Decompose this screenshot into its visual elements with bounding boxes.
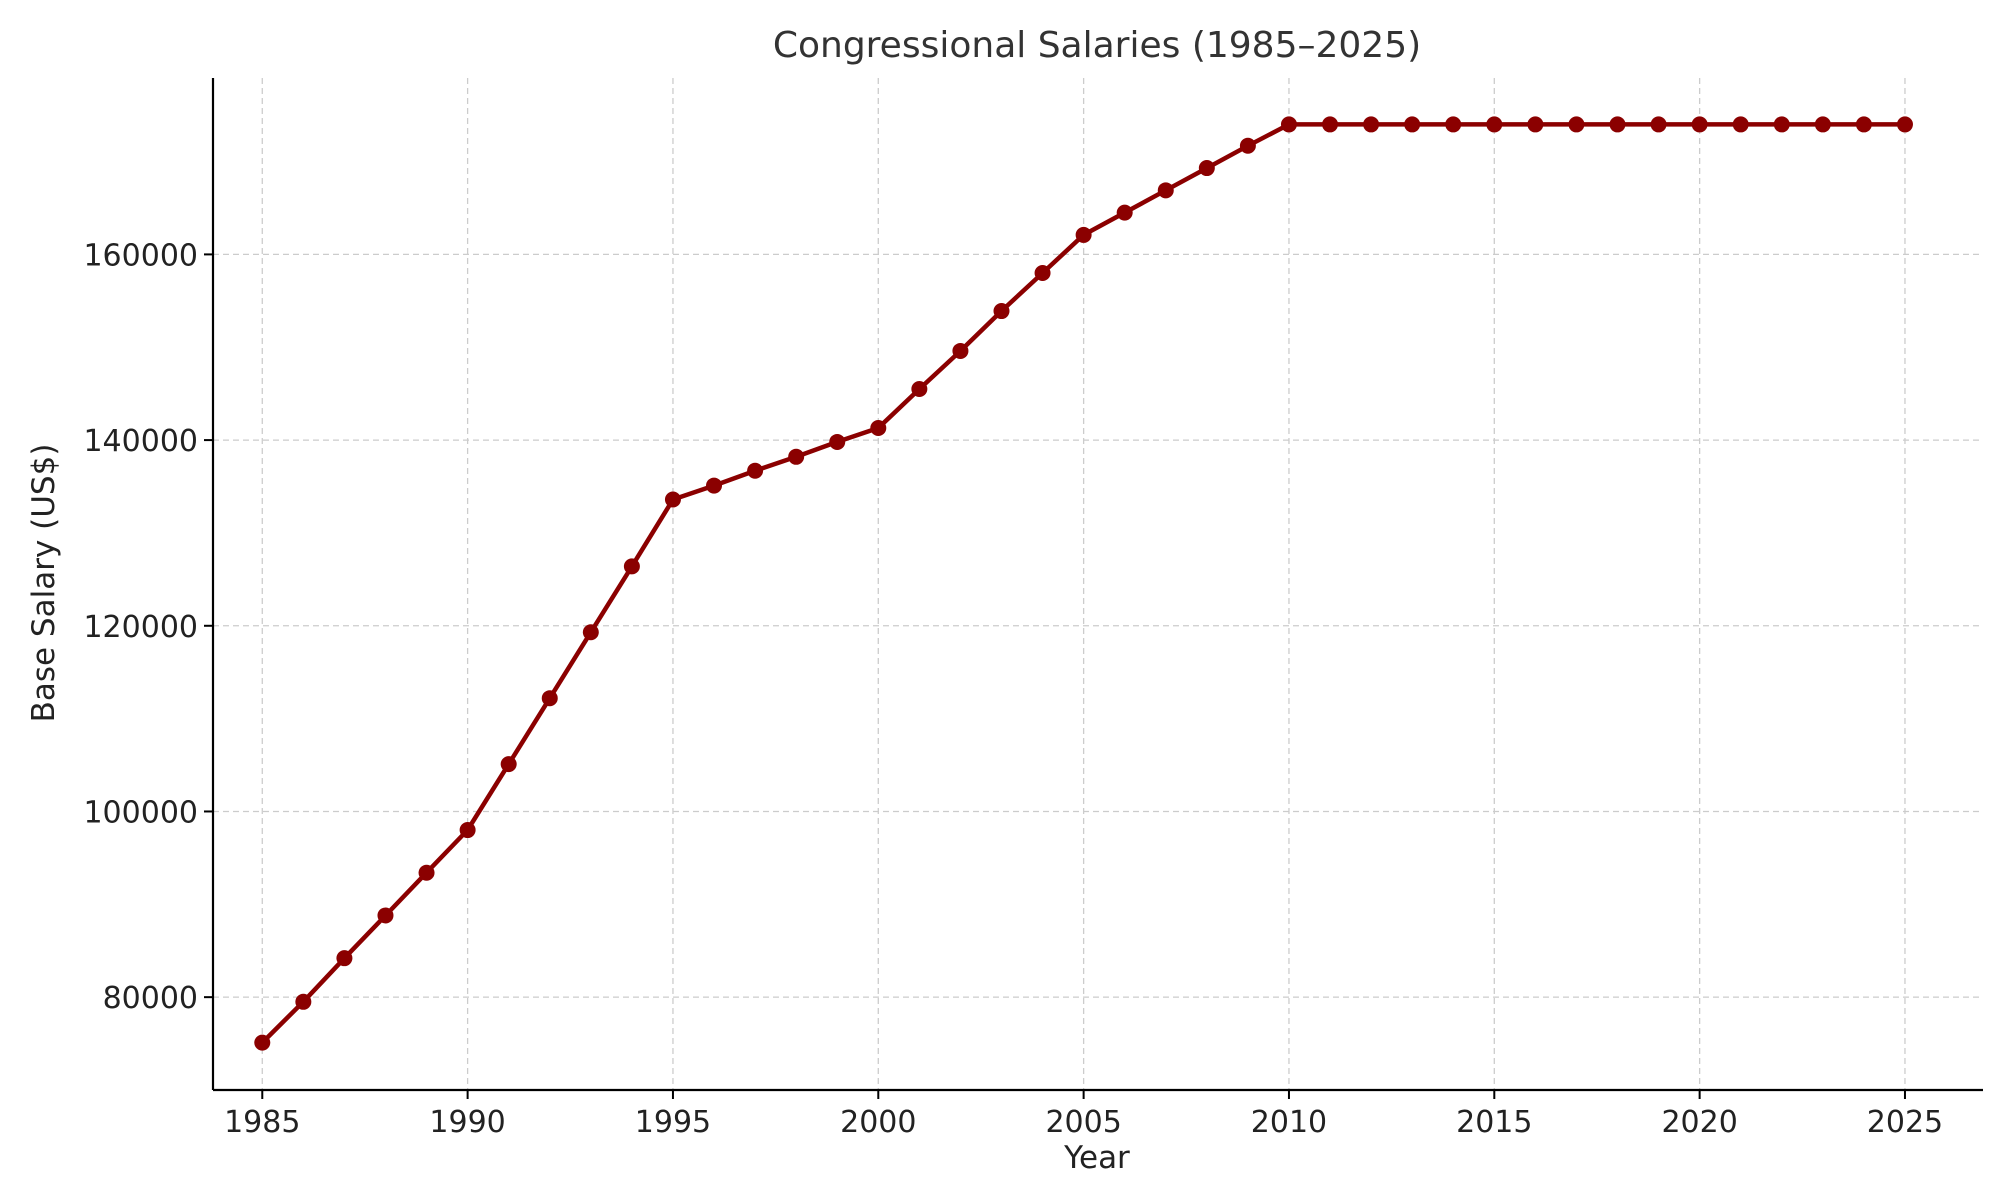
data-point [336, 950, 353, 967]
data-point [706, 477, 723, 494]
data-point [541, 690, 558, 707]
y-tick-label: 140000 [83, 424, 198, 459]
data-point [1322, 116, 1339, 133]
y-axis-label: Base Salary (US$) [26, 444, 62, 723]
data-point [254, 1034, 271, 1051]
data-point [1896, 116, 1913, 133]
data-point [295, 993, 312, 1010]
x-tick-label: 1995 [635, 1105, 711, 1140]
data-point [870, 420, 887, 437]
data-point [1157, 182, 1174, 199]
y-tick-label: 100000 [83, 795, 198, 830]
labels: Congressional Salaries (1985–2025) Year … [26, 25, 1421, 1176]
data-point [1609, 116, 1626, 133]
data-point [1280, 116, 1297, 133]
grid [213, 78, 1983, 1090]
data-point [1075, 226, 1092, 243]
data-point [1404, 116, 1421, 133]
data-point [1486, 116, 1503, 133]
data-point [1650, 116, 1667, 133]
data-point [1527, 116, 1544, 133]
x-tick-label: 2010 [1251, 1105, 1327, 1140]
data-point [952, 342, 969, 359]
data-point [582, 624, 599, 641]
y-tick-label: 120000 [83, 610, 198, 645]
data-point [788, 448, 805, 465]
data-point [1363, 116, 1380, 133]
data-point [459, 822, 476, 839]
x-tick-label: 2015 [1456, 1105, 1532, 1140]
data-point [664, 491, 681, 508]
x-tick-label: 2005 [1045, 1105, 1121, 1140]
x-tick-label: 2025 [1867, 1105, 1943, 1140]
data-point [1034, 264, 1051, 281]
x-tick-label: 2020 [1661, 1105, 1737, 1140]
data-point [829, 433, 846, 450]
data-point [1732, 116, 1749, 133]
data-point [623, 558, 640, 575]
data-point [1198, 160, 1215, 177]
data-point [1814, 116, 1831, 133]
x-tick-label: 1990 [429, 1105, 505, 1140]
data-point [1116, 204, 1133, 221]
data-point [1691, 116, 1708, 133]
data-point [1239, 137, 1256, 154]
axes: 1985 1990 1995 2000 2005 2010 2015 2020 2025 8000… [83, 78, 1983, 1140]
y-tick-label: 80000 [103, 981, 198, 1016]
data-point [1773, 116, 1790, 133]
data-point [1855, 116, 1872, 133]
data-point [377, 907, 394, 924]
data-point [1568, 116, 1585, 133]
series-layer [254, 116, 1913, 1051]
chart-title: Congressional Salaries (1985–2025) [773, 25, 1421, 66]
x-axis-label: Year [1063, 1140, 1130, 1176]
data-point [1445, 116, 1462, 133]
x-tick-label: 2000 [840, 1105, 916, 1140]
y-tick-label: 160000 [83, 238, 198, 273]
data-point [418, 864, 435, 881]
data-point [993, 303, 1010, 320]
data-point [747, 462, 764, 479]
data-point [911, 381, 928, 398]
x-tick-label: 1985 [224, 1105, 300, 1140]
data-point [500, 756, 517, 773]
